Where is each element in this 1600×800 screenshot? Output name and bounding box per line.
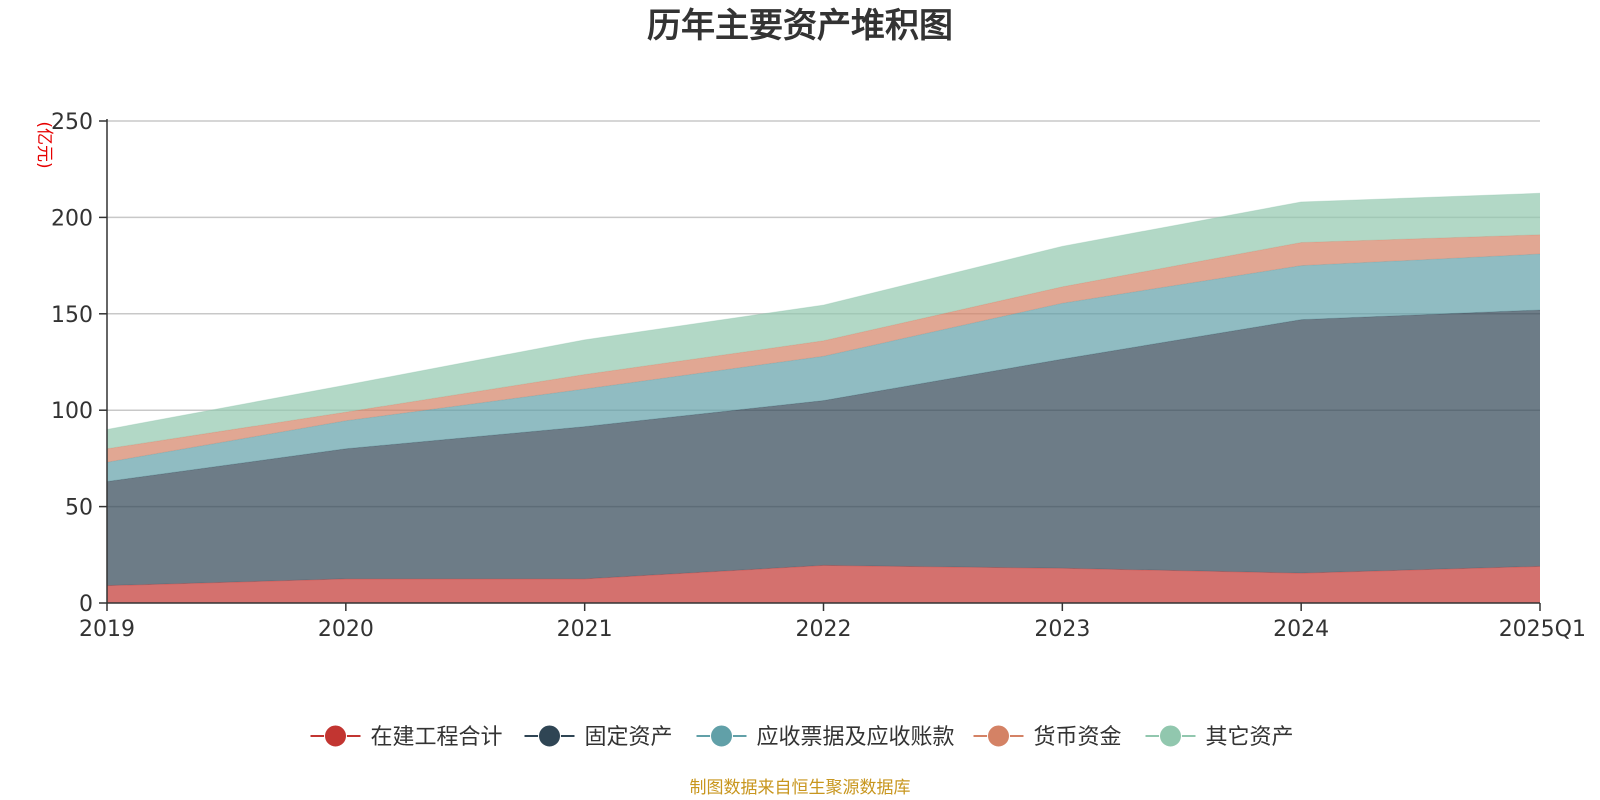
area-series-3 (107, 234, 1540, 463)
area-series-0 (107, 565, 1540, 603)
x-tick-label-2019: 2019 (79, 617, 135, 642)
legend-marker-2 (710, 724, 733, 748)
x-tick-label-2023: 2023 (1034, 617, 1090, 642)
x-axis-ticks: 2019 2020 2021 2022 2023 2024 2025Q1 (79, 603, 1586, 642)
area-series-edge-4 (106, 192, 1541, 430)
data-source-note: 制图数据来自恒生聚源数据库 (690, 778, 911, 798)
legend-label-1: 固定资产 (585, 725, 673, 750)
legend-item-3: 货币资金 (973, 724, 1122, 750)
area-series-2 (107, 254, 1540, 482)
legend-marker-3 (987, 724, 1010, 748)
legend-marker-1 (538, 724, 561, 748)
y-tick-label-200: 200 (51, 206, 93, 231)
legend-label-4: 其它资产 (1206, 725, 1294, 750)
legend-marker-0 (324, 724, 347, 748)
x-tick-label-2025Q1: 2025Q1 (1499, 617, 1586, 642)
y-axis-ticks: 0 50 100 150 200 250 (51, 110, 107, 617)
y-tick-label-250: 250 (51, 110, 93, 135)
y-tick-label-50: 50 (65, 496, 93, 521)
legend-label-3: 货币资金 (1034, 725, 1122, 750)
y-tick-label-0: 0 (79, 592, 93, 617)
x-tick-label-2020: 2020 (318, 617, 374, 642)
area-series-1 (107, 309, 1540, 586)
x-tick-label-2022: 2022 (796, 617, 852, 642)
legend-item-2: 应收票据及应收账款 (696, 724, 955, 750)
area-series (106, 192, 1541, 603)
x-tick-label-2021: 2021 (557, 617, 613, 642)
legend-item-4: 其它资产 (1145, 724, 1294, 750)
legend-marker-4 (1159, 724, 1182, 748)
legend-label-2: 应收票据及应收账款 (757, 725, 955, 750)
legend-label-0: 在建工程合计 (371, 725, 503, 750)
x-tick-label-2024: 2024 (1273, 617, 1329, 642)
y-axis-unit-label: (亿元) (34, 121, 54, 168)
legend: 在建工程合计 固定资产 应收票据及应收账款 货币资金 其它资产 (310, 724, 1294, 750)
area-series-4 (107, 193, 1540, 449)
y-tick-label-150: 150 (51, 303, 93, 328)
legend-item-1: 固定资产 (524, 724, 673, 750)
y-tick-label-100: 100 (51, 399, 93, 424)
legend-item-0: 在建工程合计 (310, 724, 503, 750)
chart-title: 历年主要资产堆积图 (647, 6, 953, 46)
